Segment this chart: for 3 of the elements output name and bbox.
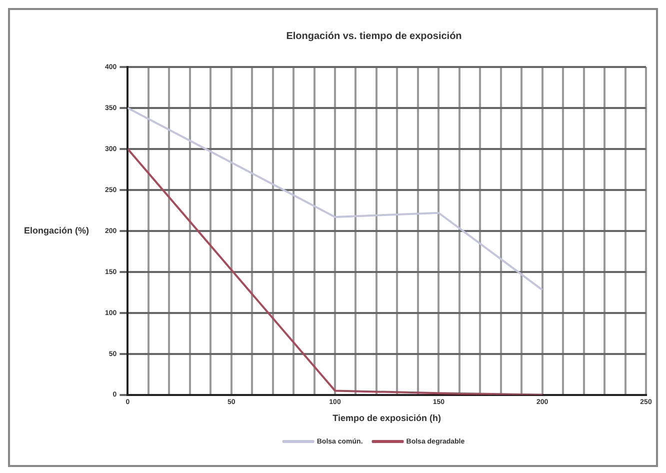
x-axis-title: Tiempo de exposición (h) — [332, 413, 442, 424]
y-axis-title: Elongación (%) — [24, 225, 89, 236]
chart-title: Elongación vs. tiempo de exposición — [286, 30, 462, 42]
